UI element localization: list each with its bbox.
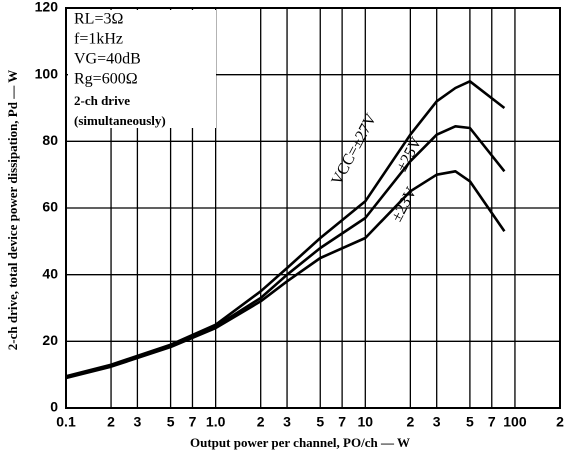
y-tick-label: 20 bbox=[42, 332, 58, 348]
annotation: RL=3Ω bbox=[74, 11, 123, 28]
x-tick-label: 5 bbox=[316, 414, 324, 430]
y-tick-label: 60 bbox=[42, 199, 58, 215]
series-label: VCC=±27V bbox=[328, 111, 380, 188]
annotation: 2-ch drive bbox=[74, 93, 130, 108]
y-tick-label: 100 bbox=[35, 65, 59, 81]
x-tick-label: 2 bbox=[257, 414, 265, 430]
y-tick-label: 80 bbox=[42, 132, 58, 148]
x-tick-label: 7 bbox=[338, 414, 346, 430]
y-tick-label: 40 bbox=[42, 265, 58, 281]
x-tick-label: 1.0 bbox=[206, 414, 226, 430]
x-tick-label: 3 bbox=[134, 414, 142, 430]
x-tick-label: 0.1 bbox=[56, 414, 76, 430]
x-tick-label: 2 bbox=[406, 414, 414, 430]
x-axis-label: Output power per channel, PO/ch — W bbox=[190, 435, 410, 450]
x-tick-label: 5 bbox=[466, 414, 474, 430]
annotation: f=1kHz bbox=[74, 31, 123, 48]
annotation: (simultaneously) bbox=[74, 113, 166, 128]
annotation: VG=40dB bbox=[74, 51, 141, 68]
series-label: ±23V bbox=[388, 184, 420, 224]
x-tick-label: 10 bbox=[358, 414, 374, 430]
series-line bbox=[65, 170, 506, 380]
x-tick-label: 5 bbox=[167, 414, 175, 430]
x-tick-label: 3 bbox=[283, 414, 291, 430]
series-line bbox=[65, 125, 506, 379]
x-tick-label: 7 bbox=[189, 414, 197, 430]
x-tick-label: 3 bbox=[433, 414, 441, 430]
x-tick-label: 7 bbox=[488, 414, 496, 430]
y-tick-label: 0 bbox=[50, 399, 58, 415]
plot-frame bbox=[65, 7, 561, 409]
annotation-bg bbox=[68, 10, 216, 128]
x-tick-label: 2 bbox=[107, 414, 115, 430]
x-tick-label: 2 bbox=[556, 414, 564, 430]
y-tick-label: 120 bbox=[35, 0, 59, 15]
x-tick-label: 100 bbox=[503, 414, 527, 430]
annotation: Rg=600Ω bbox=[74, 71, 138, 88]
y-axis-label: 2-ch drive, total device power dissipati… bbox=[5, 70, 20, 350]
